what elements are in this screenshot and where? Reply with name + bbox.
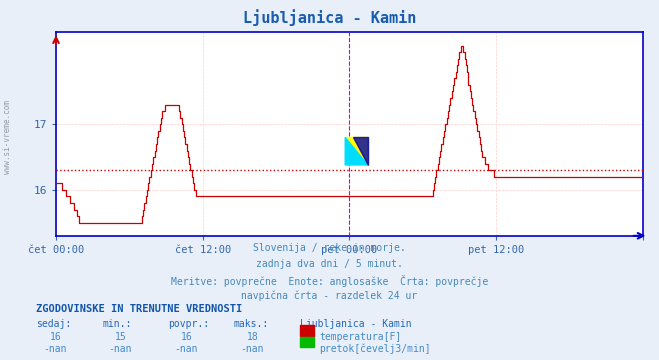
Polygon shape [345,138,368,165]
Text: 18: 18 [247,332,259,342]
Text: maks.:: maks.: [234,319,269,329]
Text: navpična črta - razdelek 24 ur: navpična črta - razdelek 24 ur [241,291,418,301]
Text: temperatura[F]: temperatura[F] [320,332,402,342]
Text: Slovenija / reke in morje.: Slovenija / reke in morje. [253,243,406,253]
Text: 16: 16 [181,332,193,342]
Text: www.si-vreme.com: www.si-vreme.com [3,100,13,174]
Text: Ljubljanica - Kamin: Ljubljanica - Kamin [300,319,411,329]
Text: -nan: -nan [241,344,264,354]
Text: Meritve: povprečne  Enote: anglosaške  Črta: povprečje: Meritve: povprečne Enote: anglosaške Črt… [171,275,488,287]
Text: sedaj:: sedaj: [36,319,71,329]
Text: -nan: -nan [43,344,67,354]
Text: min.:: min.: [102,319,132,329]
Text: zadnja dva dni / 5 minut.: zadnja dva dni / 5 minut. [256,259,403,269]
Text: ZGODOVINSKE IN TRENUTNE VREDNOSTI: ZGODOVINSKE IN TRENUTNE VREDNOSTI [36,304,243,314]
Text: Ljubljanica - Kamin: Ljubljanica - Kamin [243,9,416,26]
Text: -nan: -nan [175,344,198,354]
Text: 16: 16 [49,332,61,342]
Text: pretok[čevelj3/min]: pretok[čevelj3/min] [320,344,431,354]
Text: -nan: -nan [109,344,132,354]
Polygon shape [353,138,368,165]
Text: 15: 15 [115,332,127,342]
Text: povpr.:: povpr.: [168,319,209,329]
Polygon shape [345,138,368,165]
